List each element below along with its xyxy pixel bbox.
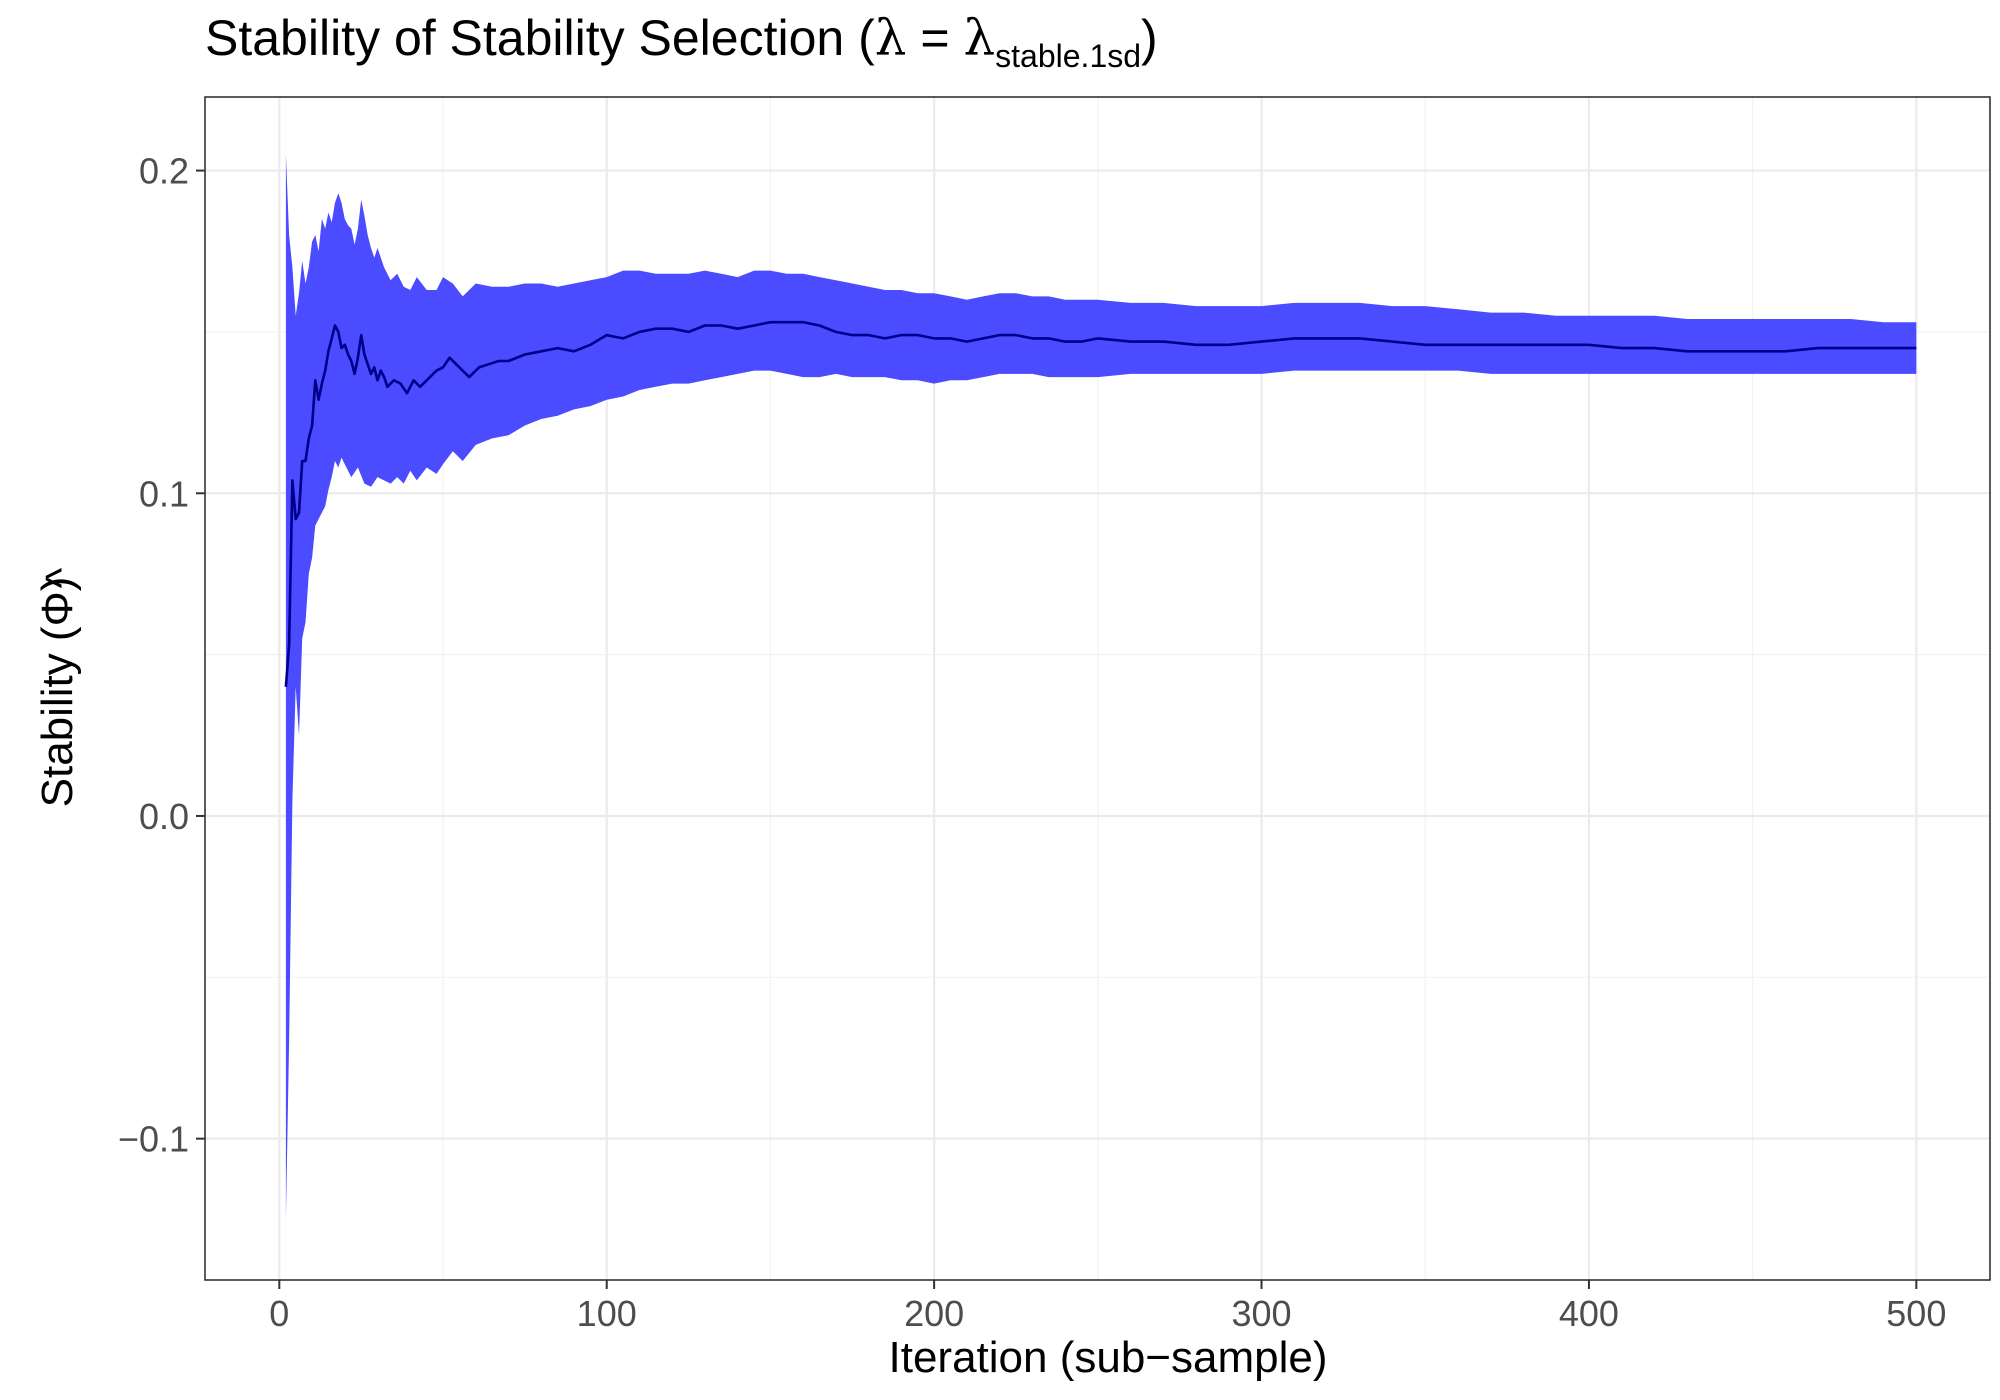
title-subscript: stable.1sd [995, 38, 1141, 74]
title-equals: = [906, 10, 963, 66]
confidence-band [285, 154, 1917, 1220]
x-tick-label: 100 [577, 1293, 637, 1334]
x-tick-label: 0 [269, 1293, 289, 1334]
y-tick-label: 0.0 [139, 796, 189, 837]
y-axis-title-symbol: Φ [33, 591, 82, 626]
x-axis-title: Iteration (sub−sample) [889, 1333, 1328, 1382]
minor-gridlines [205, 97, 1990, 1280]
y-tick-label: 0.2 [139, 151, 189, 192]
title-lambda: λ [875, 9, 907, 67]
y-axis-title: Stability (Φ) [33, 577, 82, 808]
y-tick-label: −0.1 [118, 1119, 189, 1160]
x-tick-label: 500 [1886, 1293, 1946, 1334]
y-axis-title-close: ) [33, 577, 82, 592]
y-axis-title-text: Stability ( [33, 626, 82, 807]
title-lambda2: λ [963, 9, 995, 67]
chart-title: Stability of Stability Selection (λ = λs… [205, 9, 1158, 74]
stability-mean-line [284, 320, 1917, 687]
x-tick-label: 200 [904, 1293, 964, 1334]
title-close: ) [1141, 10, 1158, 66]
x-tick-label: 400 [1559, 1293, 1619, 1334]
x-axis: 0 100 200 300 400 500 [269, 1280, 1946, 1334]
x-tick-label: 300 [1231, 1293, 1291, 1334]
y-axis-title-hat: ^ [37, 567, 86, 588]
plot-panel [204, 96, 1991, 1281]
title-main: Stability of Stability Selection ( [205, 10, 875, 66]
panel-border [204, 96, 1991, 1281]
y-tick-label: 0.1 [139, 473, 189, 514]
y-axis: −0.1 0.0 0.1 0.2 [118, 151, 205, 1160]
